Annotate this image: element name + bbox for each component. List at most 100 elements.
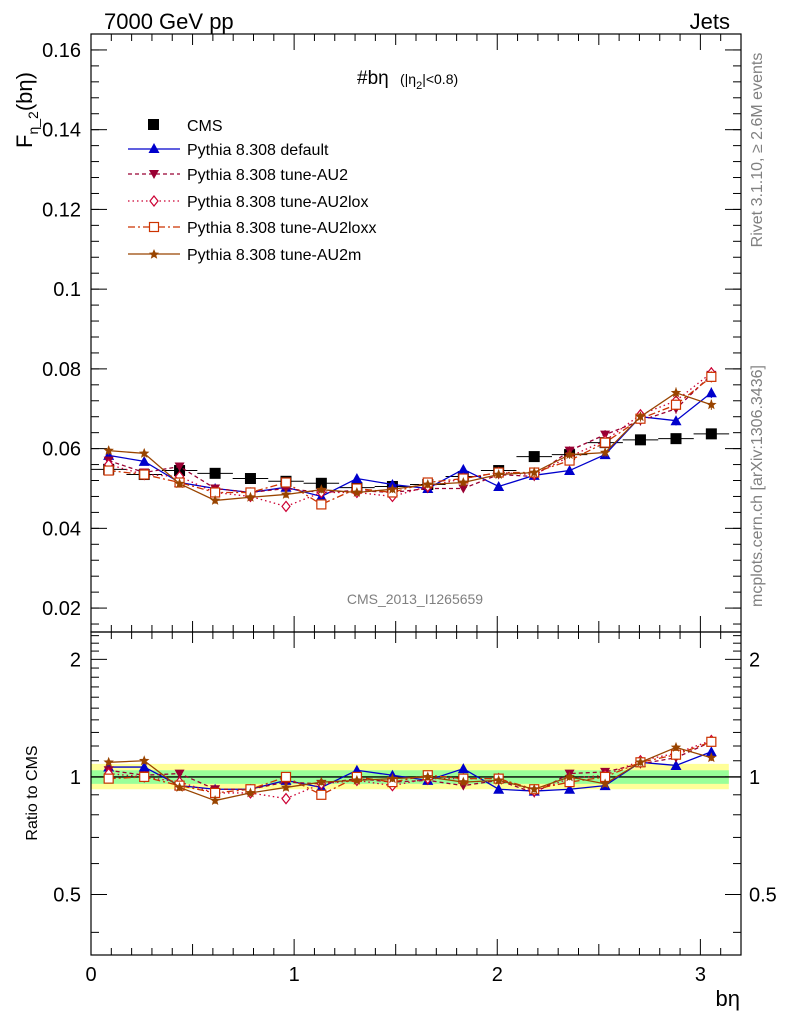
legend-label-cms: CMS <box>187 118 223 135</box>
main-series-5-point <box>528 467 540 477</box>
main-series-0-point <box>244 473 256 485</box>
ratio-series-4-point <box>493 774 504 785</box>
main-ytick-label: 0.12 <box>42 199 81 221</box>
ratio-series-4-point <box>174 781 185 792</box>
legend-entry-au2loxx: Pythia 8.308 tune-AU2loxx <box>128 220 376 237</box>
legend-entry-au2m: Pythia 8.308 tune-AU2m <box>128 247 361 264</box>
main-series-0-point <box>209 467 221 479</box>
ratio-series-3-point <box>706 736 717 747</box>
rivet-version-label: Rivet 3.1.10, ≥ 2.6M events <box>749 53 766 248</box>
main-series-5-point <box>138 447 150 458</box>
legend-marker-au2 <box>149 170 159 179</box>
main-series-5-point <box>599 447 611 458</box>
main-series-5-point <box>670 387 682 398</box>
ratio-ytick-label-right: 2 <box>749 649 760 671</box>
ratio-series-4 <box>103 741 717 805</box>
main-series-5-point <box>351 486 363 497</box>
main-series-4-point <box>706 371 717 382</box>
ratio-series-0-point <box>493 783 505 794</box>
ratio-series-4-point <box>422 771 434 782</box>
legend-entry-cms: CMS <box>148 118 223 135</box>
legend-marker-cms <box>148 119 159 130</box>
ratio-series-4-point <box>528 783 540 794</box>
main-series-0-point <box>705 428 717 440</box>
main-ytick-label: 0.02 <box>42 598 81 620</box>
main-series-1-point <box>138 455 150 466</box>
ratio-series-4-point <box>599 778 611 789</box>
x-axis-label: bη <box>716 986 740 1011</box>
ratio-series-4-point <box>316 776 327 787</box>
main-series-5-point <box>635 411 646 422</box>
ratio-ytick-label-right: 1 <box>749 767 760 789</box>
ratio-ytick-label: 1 <box>70 767 81 789</box>
ratio-series-4-point <box>138 755 150 766</box>
main-series-5 <box>103 387 717 505</box>
mcplots-reference-label: mcplots.cern.ch [arXiv:1306.3436] <box>749 365 766 607</box>
ratio-series-3-point <box>670 749 682 760</box>
main-series-0-point <box>670 433 682 445</box>
legend-marker-au2m <box>149 249 159 259</box>
watermark-label: CMS_2013_I1265659 <box>347 591 483 607</box>
main-series-4-point <box>103 465 114 476</box>
legend-label-au2: Pythia 8.308 tune-AU2 <box>187 167 348 184</box>
main-series-5-point <box>209 494 221 505</box>
legend-label-au2lox: Pythia 8.308 tune-AU2lox <box>187 194 368 211</box>
main-series-0-point <box>528 451 540 463</box>
x-tick-label: 1 <box>289 964 300 986</box>
main-y-axis-label-F: F <box>12 135 37 148</box>
ratio-series-3-point <box>139 771 150 783</box>
legend-label-au2m: Pythia 8.308 tune-AU2m <box>187 247 361 264</box>
ratio-series-4-point <box>387 773 398 784</box>
main-ytick-label: 0.04 <box>42 518 81 540</box>
ratio-series-4-point <box>245 787 256 798</box>
ratio-series-4-point <box>458 776 469 787</box>
ratio-series-4-point <box>103 756 114 767</box>
ratio-ytick-label: 0.5 <box>53 885 81 907</box>
plot-title-sub: (|η <box>400 71 416 87</box>
main-series-1-point <box>705 387 717 398</box>
main-ytick-label: 0.06 <box>42 439 81 461</box>
legend-marker-au2loxx <box>148 221 160 233</box>
ratio-series-0-point <box>705 746 717 757</box>
main-series-5-point <box>280 488 292 499</box>
ratio-series-0-point <box>457 763 469 774</box>
x-tick-label: 0 <box>85 964 96 986</box>
main-series-1-point <box>351 473 363 484</box>
ratio-ytick-label-right: 0.5 <box>749 885 777 907</box>
ratio-series-4-point <box>351 774 363 785</box>
main-series-5-line <box>108 392 712 502</box>
main-series-1-point <box>457 463 469 474</box>
ratio-series-3-point <box>103 773 114 784</box>
main-series-1 <box>103 387 717 501</box>
main-series-5-point <box>174 478 185 489</box>
ratio-series-4-point <box>706 752 717 763</box>
plot-title-sub-index: 2 <box>416 80 422 92</box>
ratio-series-3-point <box>280 771 292 783</box>
main-series-5-point <box>493 469 504 479</box>
main-ytick-label: 0.1 <box>53 279 81 301</box>
ratio-series-1-point <box>174 769 185 779</box>
plot-title-sub-end: |<0.8) <box>422 71 458 87</box>
analysis-type-label: Jets <box>690 9 730 34</box>
ratio-frame <box>90 631 742 956</box>
x-tick-label: 3 <box>695 964 706 986</box>
main-series-4-point <box>139 469 150 480</box>
main-series-4-point <box>280 477 292 488</box>
ratio-series-4-point <box>280 781 292 792</box>
main-y-axis-label-sub: η_2 <box>25 111 41 135</box>
main-y-axis-label: Fη_2(bη) <box>12 72 41 148</box>
ratio-series-4-point <box>670 741 682 752</box>
ratio-series-4-point <box>564 771 575 782</box>
legend-label-default: Pythia 8.308 default <box>187 142 329 159</box>
main-series-1-point <box>670 415 682 426</box>
main-series-2-point <box>458 484 469 494</box>
main-series-2-point <box>174 462 185 472</box>
ratio-ytick-label: 2 <box>70 649 81 671</box>
legend-entry-au2lox: Pythia 8.308 tune-AU2lox <box>128 194 368 211</box>
main-ytick-label: 0.14 <box>42 120 81 142</box>
main-series-5-point <box>706 399 717 410</box>
main-panel: 0.02 0.04 0.06 0.08 0.1 0.12 0.14 0.16 CMS_2013… <box>12 33 742 633</box>
legend-entry-au2: Pythia 8.308 tune-AU2 <box>128 167 348 184</box>
main-series-4-point <box>670 399 682 410</box>
